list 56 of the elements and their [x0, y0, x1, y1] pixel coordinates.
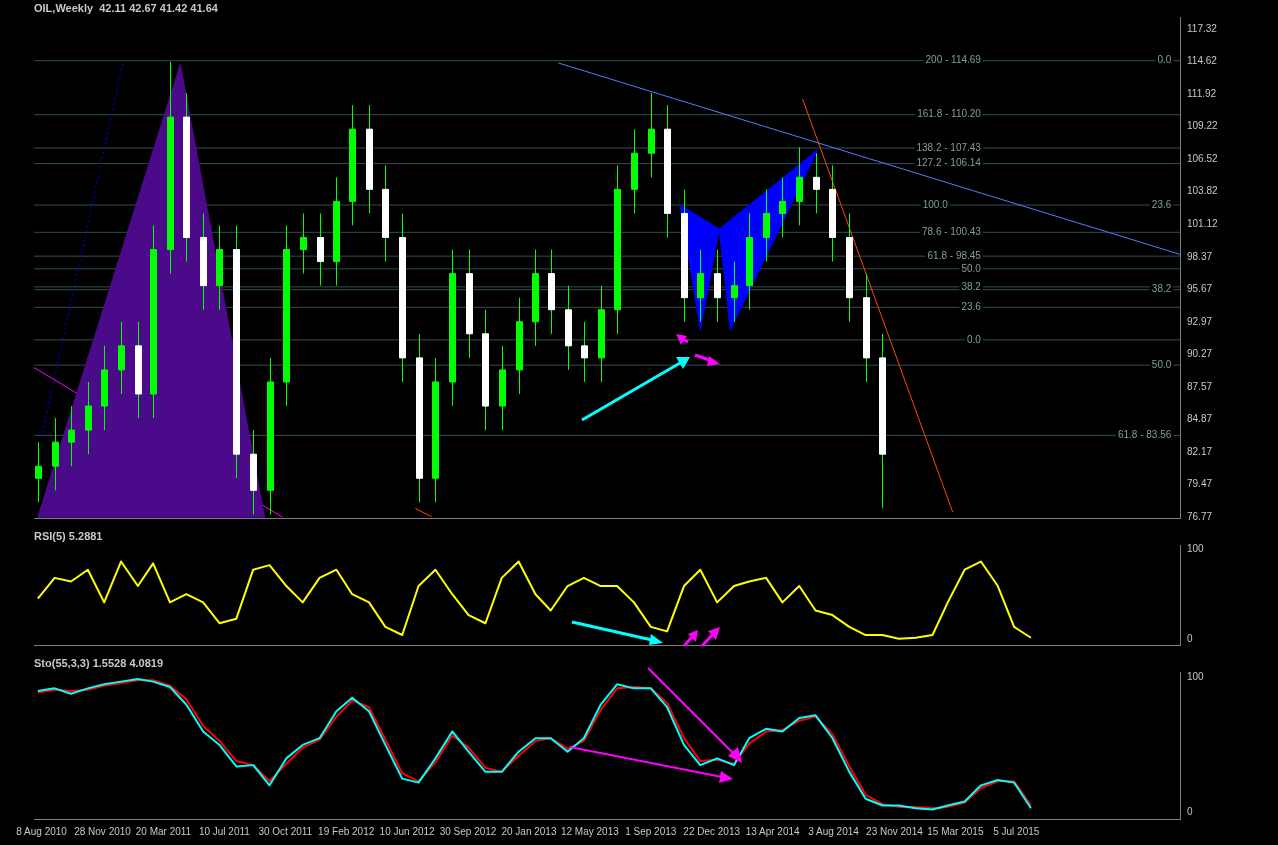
- y-tick-label: 84.87: [1187, 413, 1213, 425]
- x-tick-label: 10 Jul 2011: [198, 825, 251, 837]
- x-tick-label: 20 Mar 2011: [135, 825, 192, 837]
- y-tick-label: 111.92: [1187, 87, 1217, 99]
- x-tick-label: 28 Nov 2010: [74, 825, 132, 837]
- x-tick-label: 1 Sep 2013: [625, 825, 677, 837]
- x-tick-label: 23 Nov 2014: [866, 825, 924, 837]
- annotation: 38.2: [961, 280, 982, 292]
- x-tick-label: 20 Jan 2013: [501, 825, 557, 837]
- y-tick-label: 92.97: [1187, 315, 1213, 327]
- x-tick-label: 3 Aug 2014: [808, 825, 860, 837]
- annotation: 23.6: [961, 301, 982, 313]
- y-tick-label: 109.22: [1187, 120, 1219, 132]
- x-tick-label: 13 Apr 2014: [745, 825, 801, 837]
- y-tick-label: 0: [1187, 633, 1193, 645]
- y-tick-label: 98.37: [1187, 250, 1213, 262]
- x-tick-label: 15 Mar 2015: [927, 825, 984, 837]
- x-tick-label: 8 Aug 2010: [16, 825, 68, 837]
- y-tick-label: 117.32: [1187, 22, 1218, 34]
- annotation: 0.0: [1157, 54, 1172, 66]
- chart-title: OIL,Weekly 42.11 42.67 41.42 41.64: [34, 1, 219, 14]
- annotation: 61.8 - 98.45: [927, 249, 982, 261]
- annotation: 161.8 - 110.20: [917, 108, 982, 120]
- y-tick-label: 0: [1187, 806, 1193, 818]
- y-tick-label: 100: [1187, 671, 1205, 683]
- x-tick-label: 30 Oct 2011: [258, 825, 313, 837]
- annotation: 200 - 114.69: [925, 54, 982, 66]
- annotation: 0.0: [967, 333, 982, 345]
- y-tick-label: 103.82: [1187, 185, 1219, 197]
- annotation: 78.6 - 100.43: [921, 226, 982, 238]
- chart-title: RSI(5) 5.2881: [34, 529, 103, 542]
- annotation: 50.0: [1151, 358, 1172, 370]
- y-tick-label: 79.47: [1187, 478, 1213, 490]
- x-tick-label: 12 May 2013: [560, 825, 620, 837]
- y-tick-label: 106.52: [1187, 152, 1219, 164]
- annotation: 23.6: [1151, 198, 1172, 210]
- annotation: 38.2: [1151, 283, 1172, 295]
- annotation: 50.0: [961, 262, 982, 274]
- y-tick-label: 87.57: [1187, 380, 1213, 392]
- y-tick-label: 101.12: [1187, 217, 1219, 229]
- x-tick-label: 30 Sep 2012: [439, 825, 497, 837]
- y-tick-label: 76.77: [1187, 510, 1213, 522]
- y-tick-label: 82.17: [1187, 445, 1213, 457]
- chart-title: Sto(55,3,3) 1.5528 4.0819: [34, 656, 164, 669]
- y-tick-label: 114.62: [1187, 55, 1218, 67]
- x-tick-label: 10 Jun 2012: [379, 825, 436, 837]
- y-tick-label: 100: [1187, 542, 1205, 554]
- x-tick-label: 22 Dec 2013: [683, 825, 741, 837]
- y-tick-label: 95.67: [1187, 283, 1213, 295]
- annotation: 127.2 - 106.14: [916, 157, 982, 169]
- annotation: 100.0: [922, 198, 949, 210]
- x-tick-label: 5 Jul 2015: [993, 825, 1040, 837]
- x-tick-label: 19 Feb 2012: [318, 825, 375, 837]
- annotation: 138.2 - 107.43: [916, 141, 982, 153]
- y-tick-label: 90.27: [1187, 348, 1213, 360]
- annotation: 61.8 - 83.56: [1117, 429, 1172, 441]
